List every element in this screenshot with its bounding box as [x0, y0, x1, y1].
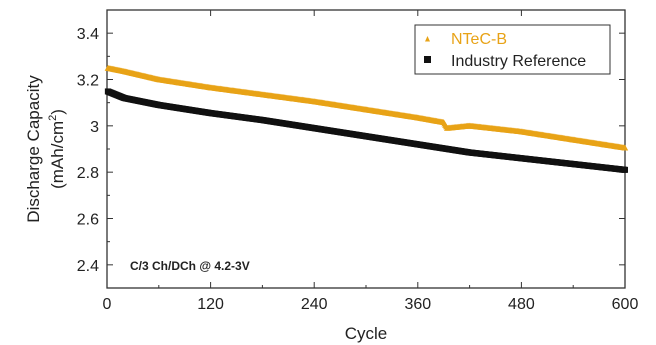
y-tick-label: 3.2 [77, 73, 99, 90]
y-axis-title-line2: (mAh/cm2) [47, 109, 67, 189]
y-tick-label: 2.4 [77, 258, 99, 275]
y-tick-label: 2.6 [77, 212, 99, 229]
y-tick-label: 3 [90, 119, 99, 136]
y-axis-unit-main: (mAh/cm [48, 121, 67, 189]
y-axis-title: Discharge Capacity (mAh/cm2) [24, 75, 67, 223]
x-tick-label: 600 [612, 296, 639, 313]
legend-label-industry-reference: Industry Reference [451, 53, 586, 70]
x-tick-label: 480 [508, 296, 535, 313]
data-point [622, 166, 628, 173]
data-point [621, 144, 629, 151]
test-condition-annotation: C/3 Ch/DCh @ 4.2-3V [130, 259, 250, 273]
x-tick-label: 120 [197, 296, 224, 313]
x-axis-ticks: 0 120 240 360 480 600 [103, 10, 639, 313]
series-industry-reference [104, 88, 628, 173]
series-ntec-b [104, 64, 629, 151]
legend: NTeC-B Industry Reference [414, 24, 611, 75]
x-tick-label: 0 [103, 296, 112, 313]
legend-marker-ntec-b [425, 36, 430, 42]
y-axis-ticks: 2.4 2.6 2.8 3 3.2 3.4 [77, 26, 625, 275]
y-tick-label: 3.4 [77, 26, 99, 43]
y-axis-title-line1: Discharge Capacity [24, 75, 43, 223]
y-axis-unit-sup: 2 [47, 115, 59, 121]
x-tick-label: 240 [301, 296, 328, 313]
legend-label-ntec-b: NTeC-B [451, 31, 507, 48]
series-layer [104, 64, 629, 173]
x-axis-title: Cycle [345, 324, 388, 343]
legend-box [414, 24, 611, 75]
y-axis-unit-end: ) [48, 109, 67, 115]
x-tick-label: 360 [404, 296, 431, 313]
legend-marker-industry-reference [424, 56, 431, 63]
y-tick-label: 2.8 [77, 165, 99, 182]
